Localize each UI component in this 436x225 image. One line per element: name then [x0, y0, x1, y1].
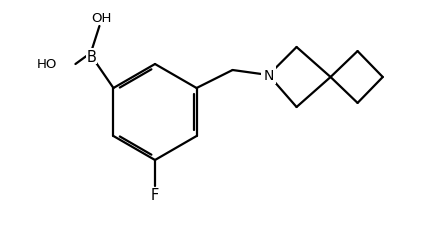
Text: HO: HO	[37, 58, 58, 71]
Text: N: N	[263, 69, 274, 83]
Text: OH: OH	[91, 11, 112, 24]
Text: B: B	[86, 49, 96, 64]
Text: F: F	[151, 188, 159, 203]
